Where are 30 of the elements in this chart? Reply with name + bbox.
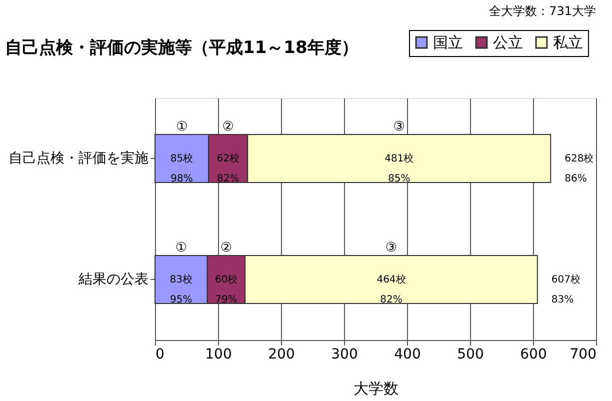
data-label: 464校 82% bbox=[376, 274, 406, 306]
text: 全大学数：731大学 bbox=[489, 4, 596, 18]
y-tick-label: 結果の公表 bbox=[78, 272, 148, 288]
legend-label: 国立 bbox=[433, 34, 463, 52]
x-tick-label: 500 bbox=[457, 346, 484, 362]
total-label: 628校 86% bbox=[564, 152, 594, 184]
legend-label: 私立 bbox=[553, 34, 583, 52]
x-tick-label: 600 bbox=[520, 346, 547, 362]
annotation: ③ bbox=[393, 120, 405, 134]
data-label: 83校 95% bbox=[170, 274, 193, 306]
data-label: 60校 79% bbox=[214, 274, 238, 306]
annotation: ② bbox=[220, 240, 232, 256]
x-tick-label: 0 bbox=[156, 346, 164, 362]
total-label: 607校 83% bbox=[551, 274, 581, 306]
annotation: ① bbox=[176, 120, 188, 134]
chart-title: 自己点検・評価の実施等（平成11～18年度） bbox=[5, 38, 358, 58]
x-tick-label: 300 bbox=[331, 346, 358, 362]
data-label: 85校 98% bbox=[170, 152, 194, 184]
x-tick-label: 100 bbox=[205, 346, 232, 362]
annotation: ② bbox=[222, 120, 234, 134]
x-axis-title: 大学数 bbox=[354, 380, 398, 398]
y-tick-label: 自己点検・評価を実施 bbox=[8, 150, 148, 166]
data-label: 62校 82% bbox=[216, 152, 240, 184]
x-tick-label: 200 bbox=[268, 346, 295, 362]
annotation: ① bbox=[175, 240, 187, 256]
x-tick-label: 400 bbox=[394, 346, 421, 362]
legend-label: 公立 bbox=[493, 34, 523, 52]
data-label: 481校 85% bbox=[384, 152, 414, 184]
annotation: ③ bbox=[385, 240, 398, 256]
x-tick-label: 700 bbox=[570, 346, 596, 362]
